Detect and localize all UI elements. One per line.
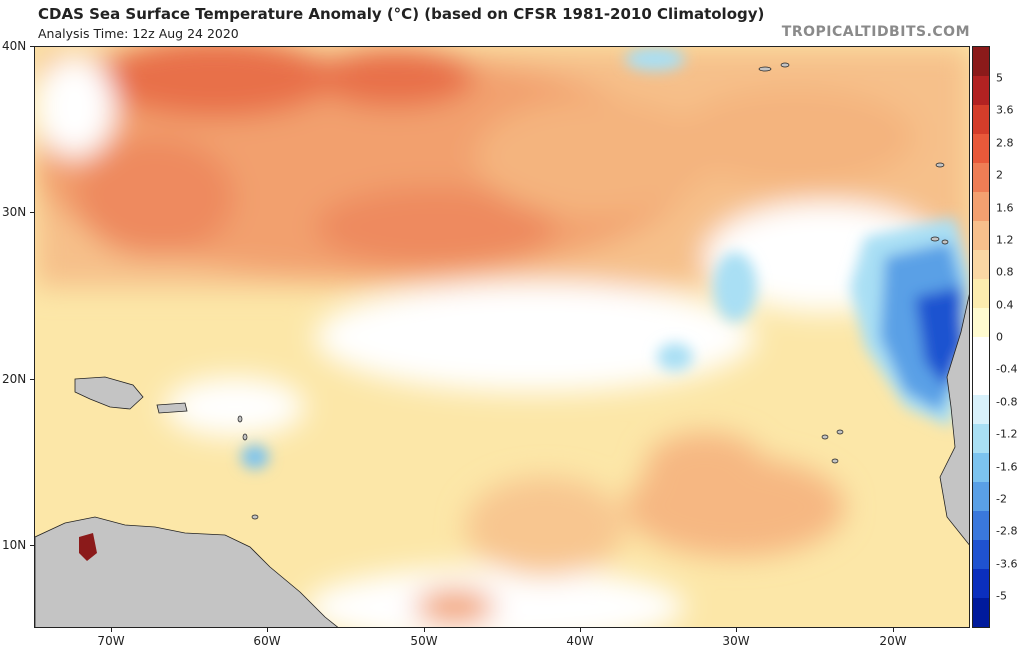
- lat-label-10n: 10N: [2, 538, 27, 552]
- colorbar-label: -2: [996, 492, 1007, 506]
- lon-tick: [267, 628, 268, 632]
- colorbar-label: 0.4: [996, 298, 1014, 312]
- hispaniola: [74, 376, 144, 410]
- colorbar-label: 0.8: [996, 265, 1014, 279]
- colorbar-segment: [973, 105, 989, 134]
- colorbar-segment: [973, 192, 989, 221]
- colorbar-segment: [973, 366, 989, 395]
- colorbar-label: 2.8: [996, 136, 1014, 150]
- colorbar-segment: [973, 250, 989, 279]
- anomaly-field: [35, 47, 969, 627]
- colorbar-segment: [973, 134, 989, 163]
- chart-title: CDAS Sea Surface Temperature Anomaly (°C…: [38, 5, 765, 23]
- lon-tick: [111, 628, 112, 632]
- colorbar-label: -2.8: [996, 524, 1018, 538]
- lat-tick: [30, 379, 34, 380]
- colorbar: [972, 46, 990, 628]
- puerto-rico: [156, 402, 188, 414]
- west-africa: [939, 294, 969, 546]
- colorbar-label: -3.6: [996, 557, 1018, 571]
- colorbar-segment: [973, 453, 989, 482]
- south-america: [35, 516, 339, 627]
- colorbar-segment: [973, 76, 989, 105]
- lon-label-70w: 70W: [97, 634, 125, 648]
- lon-tick: [893, 628, 894, 632]
- islands: [237, 62, 949, 520]
- analysis-time: Analysis Time: 12z Aug 24 2020: [38, 26, 239, 41]
- colorbar-segment: [973, 395, 989, 424]
- colorbar-label: -1.2: [996, 427, 1018, 441]
- colorbar-segment: [973, 163, 989, 192]
- colorbar-segment: [973, 482, 989, 511]
- lat-label-20n: 20N: [2, 372, 27, 386]
- colorbar-label: -0.8: [996, 395, 1018, 409]
- colorbar-label: -0.4: [996, 362, 1018, 376]
- lon-label-20w: 20W: [879, 634, 907, 648]
- lat-tick: [30, 212, 34, 213]
- colorbar-segment: [973, 47, 989, 76]
- colorbar-segment: [973, 598, 989, 627]
- colorbar-label: -5: [996, 589, 1007, 603]
- site-credit: TROPICALTIDBITS.COM: [781, 24, 970, 40]
- colorbar-label: 0: [996, 330, 1003, 344]
- lat-tick: [30, 545, 34, 546]
- lon-tick: [424, 628, 425, 632]
- lon-label-50w: 50W: [410, 634, 438, 648]
- lat-tick: [30, 46, 34, 47]
- colorbar-segment: [973, 424, 989, 453]
- colorbar-label: 2: [996, 168, 1003, 182]
- map-canvas: [35, 47, 969, 627]
- lon-label-40w: 40W: [566, 634, 594, 648]
- colorbar-label: 1.6: [996, 201, 1014, 214]
- colorbar-label: -1.6: [996, 460, 1018, 473]
- lon-tick: [736, 628, 737, 632]
- colorbar-segment: [973, 337, 989, 366]
- colorbar-segment: [973, 308, 989, 337]
- lon-label-30w: 30W: [722, 634, 750, 648]
- colorbar-label: 1.2: [996, 233, 1014, 247]
- colorbar-segment: [973, 221, 989, 250]
- colorbar-segment: [973, 569, 989, 598]
- lake-maracaibo: [79, 533, 97, 561]
- lat-label-40n: 40N: [2, 39, 27, 53]
- sst-anomaly-map: [34, 46, 970, 628]
- lat-label-30n: 30N: [2, 205, 27, 219]
- colorbar-segment: [973, 511, 989, 540]
- colorbar-segment: [973, 279, 989, 308]
- cold-anomaly: [241, 47, 969, 469]
- colorbar-segment: [973, 540, 989, 569]
- colorbar-label: 3.6: [996, 103, 1014, 117]
- lon-label-60w: 60W: [253, 634, 281, 648]
- colorbar-label: 5: [996, 71, 1003, 85]
- lon-tick: [580, 628, 581, 632]
